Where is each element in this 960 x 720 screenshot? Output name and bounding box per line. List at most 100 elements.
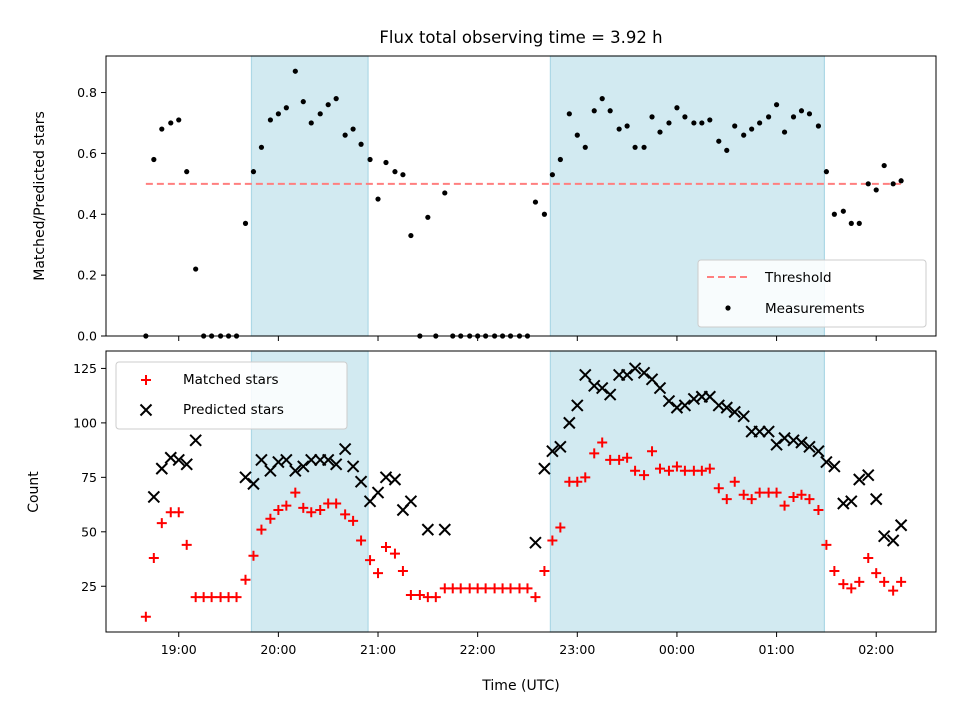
predicted-star-point [795,436,808,449]
x-tick-label: 01:00 [759,642,795,657]
matched-star-point [679,465,690,476]
predicted-star-point [637,366,651,379]
bottom-y-ticks: 25 50 75 100 125 [73,361,106,594]
predicted-star-point [388,473,402,486]
predicted-star-point [712,399,725,412]
matched-star-point [779,500,790,511]
matched-star-point [539,566,550,577]
top-legend-box [697,259,927,328]
measurement-point [624,123,630,129]
predicted-star-point [379,471,393,484]
predicted-star-point [338,442,352,456]
y-tick-label: 0.8 [77,85,97,100]
predicted-star-point [753,425,766,438]
measurement-point [566,111,572,117]
measurement-point [392,169,398,175]
measurement-point [350,126,356,132]
predicted-star-point [886,534,900,547]
measurement-point [749,126,755,132]
matched-star-point [704,463,715,474]
predicted-star-point [762,425,775,438]
measurement-point [831,211,837,217]
measurement-point [815,123,822,129]
measurement-point [549,172,555,178]
measurement-point [657,129,663,135]
y-tick-label: 0.6 [77,146,97,161]
matched-star-point [156,518,167,529]
predicted-star-point [329,458,343,471]
x-tick-label: 22:00 [460,642,496,657]
matched-star-point [605,454,616,465]
measurement-point [732,123,738,129]
predicted-star-point [255,453,268,467]
x-tick-label: 19:00 [161,642,197,657]
predicted-star-point [438,523,451,536]
predicted-star-point [628,362,642,375]
predicted-star-point [894,519,908,532]
predicted-stars-points [147,362,908,549]
matched-star-point [639,470,650,481]
predicted-star-point [155,462,169,475]
x-tick-label: 00:00 [659,642,695,657]
measurement-point [159,126,165,132]
measurement-point [616,126,622,132]
x-tick-label: 02:00 [858,642,894,657]
measurement-point [275,111,281,117]
matched-star-point [256,524,267,535]
legend-measurements-label: Measurements [765,301,865,317]
matched-star-point [846,583,857,594]
matched-star-point [746,494,757,505]
matched-star-point [863,552,874,563]
measurement-point [151,156,157,163]
top-panel: 0.00.20.40.60.8 Matched/Predicted stars … [32,55,937,344]
matched-star-point [888,585,899,596]
matched-star-point [721,494,732,505]
predicted-star-point [546,444,559,458]
predicted-star-point [371,486,385,499]
matched-star-point [555,522,566,533]
measurement-point [848,220,854,226]
x-tick-label: 21:00 [360,642,396,657]
bottom-axes-frame [105,350,937,633]
matched-star-point [754,487,765,498]
y-tick-label: 75 [81,470,97,485]
matched-star-point [389,548,400,559]
predicted-star-point [297,460,310,473]
matched-star-point [365,555,376,566]
measurement-point [599,96,605,102]
measurement-point [773,102,780,108]
y-tick-label: 125 [73,361,97,376]
measurement-point [317,111,323,117]
measurement-point [541,211,548,217]
bottom-legend-box [115,361,348,430]
measurement-point [425,214,431,220]
predicted-star-point [172,453,185,467]
matched-star-point [896,576,907,587]
measurement-point [292,68,298,74]
predicted-star-point [670,401,684,414]
bottom-legend: Matched stars Predicted stars [115,361,348,430]
predicted-star-point [770,438,783,451]
predicted-star-point [595,381,609,395]
predicted-star-point [812,444,825,458]
matched-star-point [804,494,815,505]
measurement-point [367,156,373,163]
matched-star-point [838,579,849,590]
matched-star-point [654,463,665,474]
measurement-point [168,120,174,126]
measurement-point [856,220,862,226]
legend-matched-marker [141,375,151,385]
matched-star-point [248,550,259,561]
measurement-point [691,120,697,126]
matched-star-point [821,539,832,550]
predicted-star-point [862,468,875,482]
matched-star-point [696,465,707,476]
predicted-star-point [305,453,318,467]
measurement-point [806,111,813,117]
matched-star-point [405,589,416,600]
top-legend: Threshold Measurements [697,259,927,328]
measurement-point [682,114,688,120]
measurement-point [865,181,871,187]
matched-star-point [181,539,192,550]
predicted-star-point [620,368,634,382]
